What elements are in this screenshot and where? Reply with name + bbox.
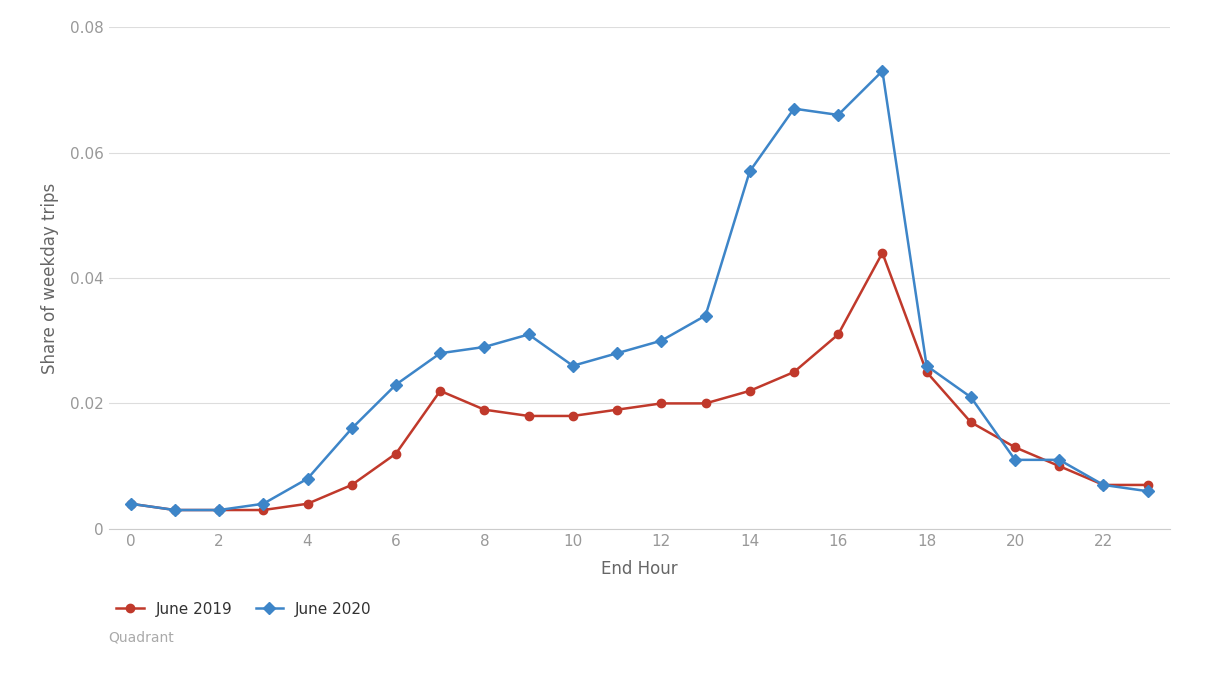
June 2020 — [919, 362, 933, 370]
June 2019 — [786, 368, 801, 376]
June 2020 — [388, 380, 403, 388]
Text: Quadrant: Quadrant — [109, 630, 175, 644]
June 2020 — [743, 167, 757, 176]
June 2019 — [876, 249, 890, 257]
June 2019 — [654, 399, 668, 407]
June 2019 — [256, 506, 270, 514]
June 2020 — [654, 337, 668, 345]
June 2020 — [345, 424, 359, 433]
Legend: June 2019, June 2020: June 2019, June 2020 — [116, 601, 371, 617]
June 2020 — [786, 104, 801, 113]
June 2020 — [1052, 456, 1066, 464]
June 2020 — [300, 475, 315, 483]
June 2019 — [964, 418, 978, 426]
June 2020 — [521, 330, 535, 338]
June 2020 — [212, 506, 227, 514]
June 2020 — [876, 67, 890, 75]
June 2019 — [345, 481, 359, 489]
June 2019 — [610, 405, 625, 414]
June 2019 — [478, 405, 492, 414]
June 2019 — [521, 412, 535, 420]
June 2019 — [168, 506, 182, 514]
June 2020 — [964, 393, 978, 401]
Y-axis label: Share of weekday trips: Share of weekday trips — [41, 182, 59, 374]
June 2020 — [1008, 456, 1023, 464]
June 2020 — [566, 362, 580, 370]
June 2020 — [168, 506, 182, 514]
June 2020 — [698, 312, 713, 320]
June 2019 — [1008, 443, 1023, 452]
June 2020 — [123, 500, 137, 508]
June 2019 — [566, 412, 580, 420]
June 2019 — [212, 506, 227, 514]
June 2020 — [1141, 487, 1155, 496]
X-axis label: End Hour: End Hour — [601, 560, 678, 578]
June 2019 — [123, 500, 137, 508]
June 2019 — [743, 387, 757, 395]
June 2019 — [433, 387, 447, 395]
June 2019 — [300, 500, 315, 508]
June 2019 — [1141, 481, 1155, 489]
June 2019 — [698, 399, 713, 407]
June 2019 — [919, 368, 933, 376]
June 2019 — [388, 450, 403, 458]
June 2019 — [1096, 481, 1111, 489]
June 2020 — [256, 500, 270, 508]
Line: June 2020: June 2020 — [127, 67, 1152, 514]
June 2020 — [478, 343, 492, 351]
June 2020 — [1096, 481, 1111, 489]
Line: June 2019: June 2019 — [127, 249, 1152, 514]
June 2020 — [610, 349, 625, 357]
June 2019 — [831, 330, 845, 338]
June 2020 — [831, 111, 845, 119]
June 2019 — [1052, 462, 1066, 471]
June 2020 — [433, 349, 447, 357]
